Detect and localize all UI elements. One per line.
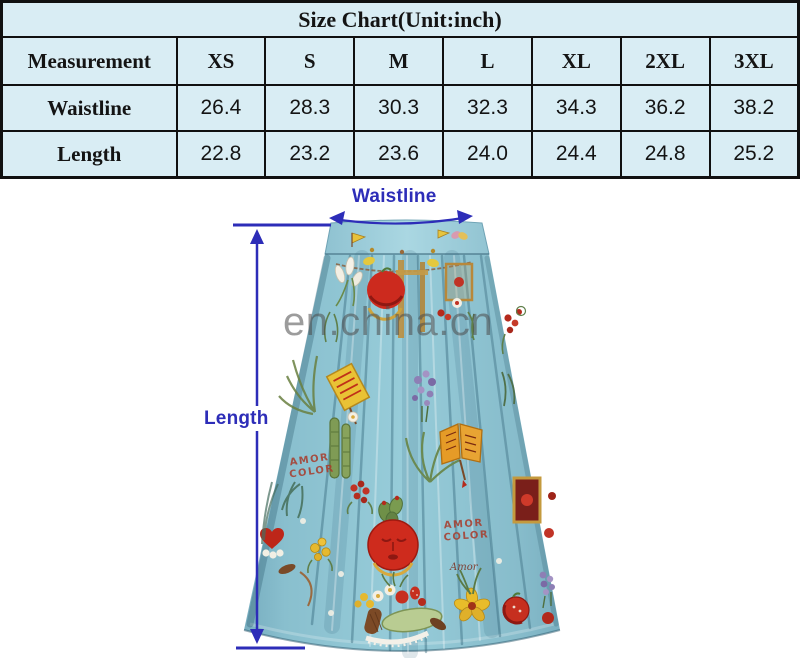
- column-header-s: S: [264, 36, 356, 86]
- size-chart-table: Size Chart(Unit:inch) Measurement XS S M…: [0, 0, 800, 179]
- yellow-book-motif: [325, 362, 371, 412]
- length-measure-line: [233, 223, 331, 650]
- column-header-measurement: Measurement: [0, 36, 178, 86]
- row-label-length: Length: [0, 130, 178, 179]
- lavender-motif: [412, 370, 436, 423]
- skirt-illustration: AMOR COLOR: [233, 210, 561, 658]
- hands-bouquet-motif: [354, 571, 446, 648]
- yellow-cluster-left: [307, 537, 333, 574]
- waistline-value-l: 32.3: [442, 84, 533, 132]
- waistline-annotation-label: Waistline: [352, 186, 437, 207]
- length-value-2xl: 24.8: [619, 130, 711, 179]
- mid-print-motifs: AMOR COLOR: [278, 305, 527, 529]
- yellow-orchid-motif: [453, 567, 491, 622]
- table-title: Size Chart(Unit:inch): [0, 0, 800, 38]
- heart-motif-left: [260, 528, 296, 575]
- lavender-motif-right: [539, 571, 555, 609]
- table-row-length: Length 22.8 23.2 23.6 24.0 24.4 24.8 25.…: [0, 130, 800, 179]
- waistline-arrow: [329, 210, 473, 225]
- pomegranate-motif: [502, 592, 530, 625]
- red-sun-face-motif: [367, 519, 419, 577]
- length-value-l: 24.0: [442, 130, 533, 179]
- table-header-row: Measurement XS S M L XL 2XL 3XL: [0, 36, 800, 86]
- column-header-xs: XS: [175, 36, 267, 86]
- svg-text:COLOR: COLOR: [443, 529, 489, 543]
- length-value-xl: 24.4: [530, 130, 622, 179]
- picture-frame-motif: [512, 476, 542, 524]
- length-value-3xl: 25.2: [708, 130, 800, 179]
- table-row-waistline: Waistline 26.4 28.3 30.3 32.3 34.3 36.2 …: [0, 84, 800, 132]
- length-value-xs: 22.8: [175, 130, 267, 179]
- upper-print-motifs: [323, 256, 475, 343]
- table-title-row: Size Chart(Unit:inch): [0, 0, 800, 38]
- geranium-motif: [346, 480, 373, 515]
- waistline-value-xs: 26.4: [175, 84, 267, 132]
- svg-text:AMOR: AMOR: [443, 518, 484, 532]
- column-header-l: L: [442, 36, 533, 86]
- column-header-xl: XL: [530, 36, 622, 86]
- orange-books-motif: [439, 423, 483, 488]
- length-value-s: 23.2: [264, 130, 356, 179]
- length-annotation-label: Length: [204, 408, 269, 429]
- waistline-value-xl: 34.3: [530, 84, 622, 132]
- skirt-measurement-diagram: AMOR COLOR: [0, 179, 800, 658]
- column-header-2xl: 2XL: [619, 36, 711, 86]
- waistline-value-s: 28.3: [264, 84, 356, 132]
- lower-print-motifs: AMOR COLOR Amor: [260, 476, 556, 648]
- length-value-m: 23.6: [353, 130, 445, 179]
- watermark-text: en.china.cn: [283, 300, 494, 344]
- cactus-motif: [329, 411, 359, 479]
- amor-text-right: AMOR COLOR: [443, 518, 489, 544]
- waistline-value-3xl: 38.2: [708, 84, 800, 132]
- red-flower-string-right: [501, 305, 527, 355]
- row-label-waistline: Waistline: [0, 84, 178, 132]
- amor-script-text: Amor: [449, 562, 479, 573]
- waistline-value-2xl: 36.2: [619, 84, 711, 132]
- column-header-m: M: [353, 36, 445, 86]
- waistline-value-m: 30.3: [353, 84, 445, 132]
- svg-text:AMOR: AMOR: [289, 452, 330, 468]
- column-header-3xl: 3XL: [708, 36, 800, 86]
